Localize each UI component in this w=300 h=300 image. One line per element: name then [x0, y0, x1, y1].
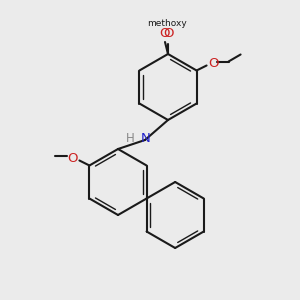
Text: N: N	[141, 131, 151, 145]
Text: O: O	[163, 27, 173, 40]
Text: O: O	[160, 27, 170, 40]
Text: O: O	[208, 57, 219, 70]
Text: H: H	[126, 131, 135, 145]
Text: methoxy: methoxy	[147, 19, 187, 28]
Text: O: O	[67, 152, 77, 165]
